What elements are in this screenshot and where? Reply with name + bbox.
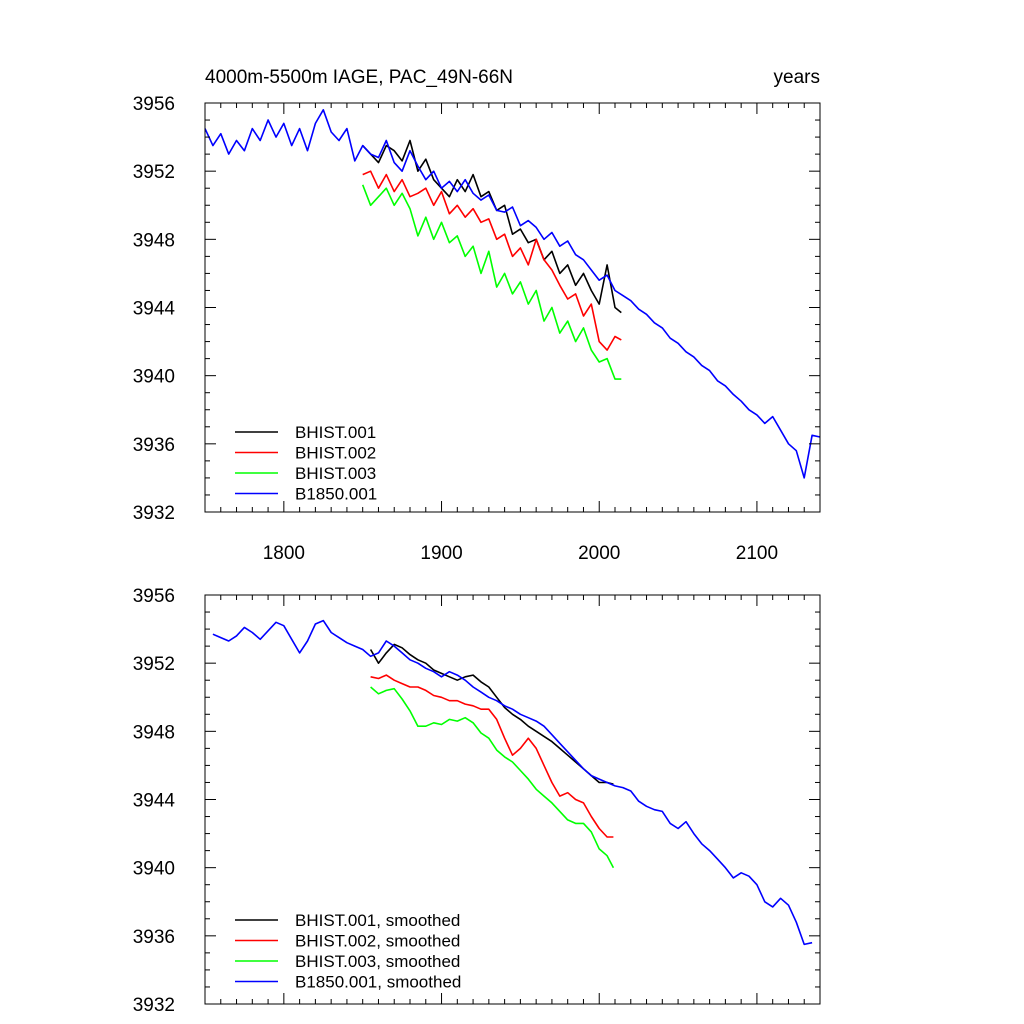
bottom-ytick-label-3932: 3932 [133, 995, 175, 1016]
bottom-legend-label-3: BHIST.003, smoothed [295, 952, 460, 971]
top-panel-title: 4000m-5500m IAGE, PAC_49N-66N [205, 67, 513, 88]
bottom-ytick-label-3936: 3936 [133, 927, 175, 948]
bottom-ytick-label-3956: 3956 [133, 586, 175, 607]
top-ytick-label-3936: 3936 [133, 435, 175, 456]
bottom-ytick-label-3940: 3940 [133, 859, 175, 880]
top-legend-label-2: BHIST.002 [295, 444, 376, 463]
bottom-ytick-label-3948: 3948 [133, 722, 175, 743]
top-panel: 4000m-5500m IAGE, PAC_49N-66N years 3932… [133, 67, 821, 564]
bottom-series-line-1 [369, 643, 614, 785]
bottom-ytick-label-3952: 3952 [133, 654, 175, 675]
top-ytick-label-3932: 3932 [133, 503, 175, 524]
top-series-line-3 [361, 184, 622, 380]
top-series-line-2 [362, 170, 622, 351]
top-ytick-label-3948: 3948 [133, 230, 175, 251]
bottom-series-line-4 [212, 619, 813, 946]
bottom-legend-label-1: BHIST.001, smoothed [295, 911, 460, 930]
top-ytick-label-3956: 3956 [133, 94, 175, 115]
bottom-ytick-label-3944: 3944 [133, 791, 176, 812]
bottom-legend-label-2: BHIST.002, smoothed [295, 932, 460, 951]
top-legend-label-1: BHIST.001 [295, 423, 376, 442]
top-panel-right-title: years [774, 67, 820, 88]
bottom-panel: 3932 3936 3940 3944 3948 3952 3956 BHIST.001, s… [133, 586, 821, 1016]
top-legend-label-3: BHIST.003 [295, 464, 376, 483]
top-xtick-label-1800: 1800 [263, 543, 305, 564]
bottom-series-line-3 [370, 686, 615, 869]
top-ytick-label-3944: 3944 [133, 299, 176, 320]
top-ytick-label-3952: 3952 [133, 162, 175, 183]
top-ytick-label-3940: 3940 [133, 367, 175, 388]
bottom-series-line-2 [370, 674, 614, 838]
top-xtick-label-2000: 2000 [578, 543, 620, 564]
top-xtick-label-1900: 1900 [420, 543, 462, 564]
top-legend-label-4: B1850.001 [295, 485, 377, 504]
top-xtick-label-2100: 2100 [736, 543, 778, 564]
top-series-line-4 [204, 109, 821, 479]
bottom-legend-label-4: B1850.001, smoothed [295, 973, 461, 992]
